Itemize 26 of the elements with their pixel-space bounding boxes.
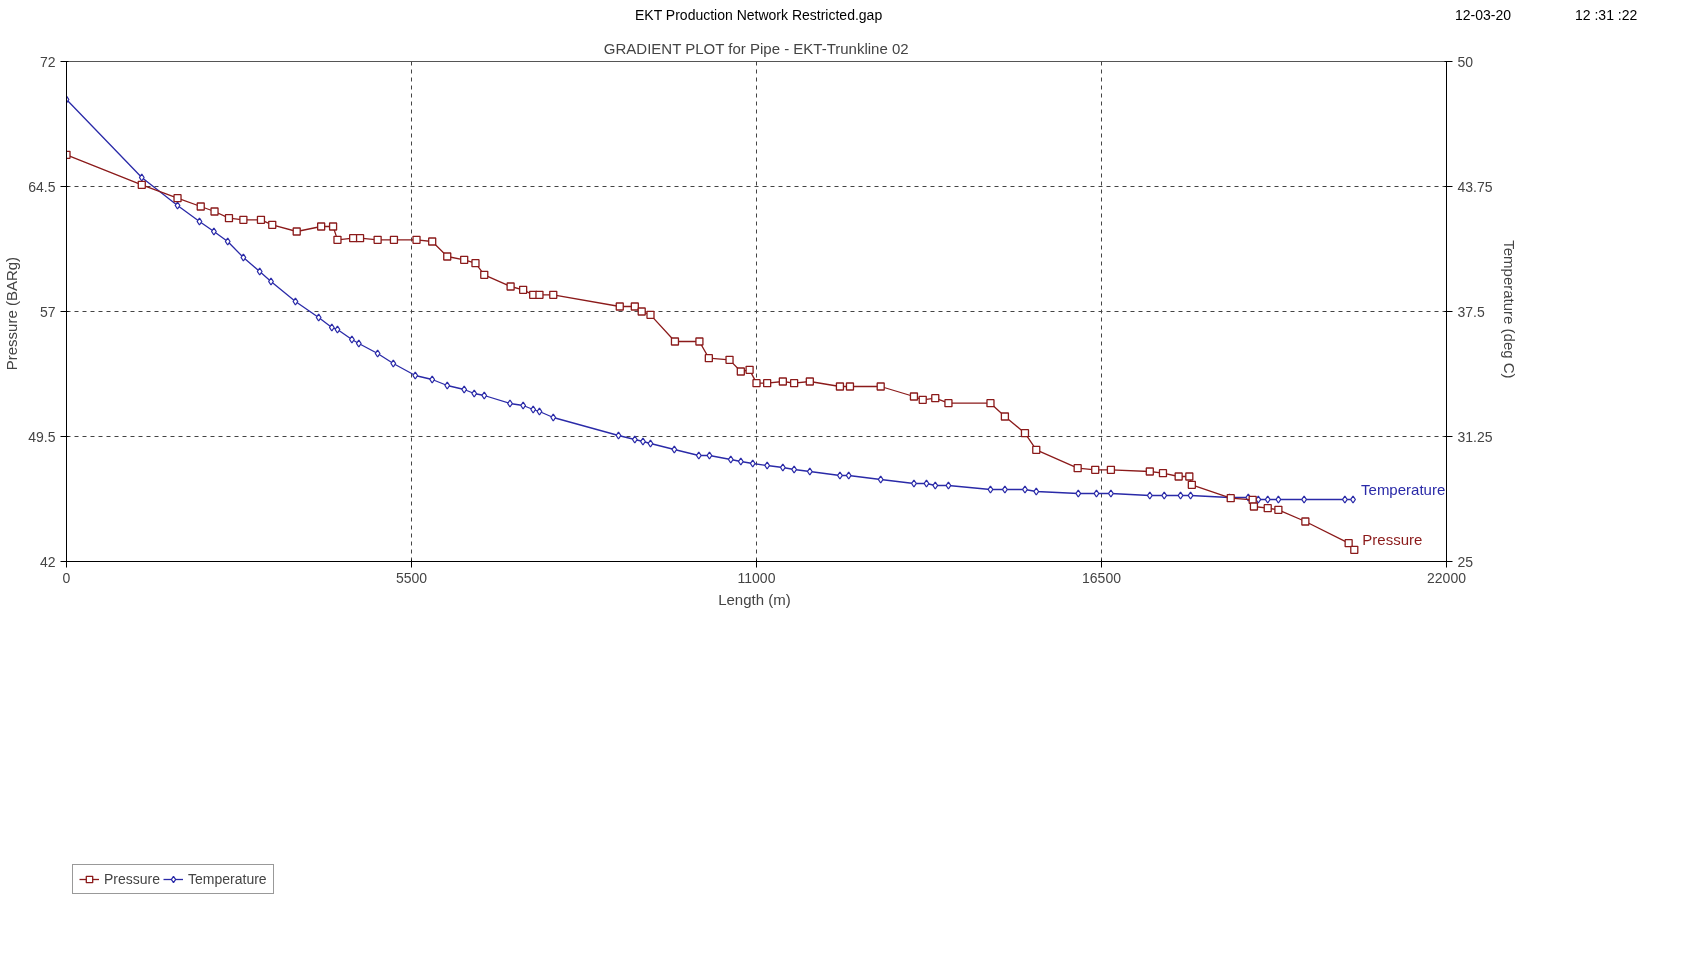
x-tick-label: 22000 <box>1427 569 1467 586</box>
x-axis-title: Length (m) <box>718 590 791 608</box>
y2-tick-label: 31.25 <box>1457 428 1493 445</box>
x-tick-label: 0 <box>62 569 71 586</box>
text: Temperature <box>1361 480 1446 498</box>
legend-label: Pressure <box>104 871 161 887</box>
y2-tick-label: 50 <box>1457 53 1474 70</box>
y2-tick-label: 37.5 <box>1457 303 1485 320</box>
x-tick-label: 5500 <box>395 569 428 586</box>
x-tick-label: 11000 <box>737 569 776 586</box>
chart-title: GRADIENT PLOT for Pipe - EKT-Trunkline 02 <box>603 39 909 57</box>
y-tick-label: 57 <box>39 303 56 320</box>
legend-label: Temperature <box>188 871 267 887</box>
y-tick-label: 72 <box>39 53 56 70</box>
y2-tick-label: 25 <box>1457 553 1474 570</box>
text: EKT Production Network Restricted.gap <box>635 6 883 25</box>
y-tick-label: 42 <box>39 553 56 570</box>
y-axis-title: Pressure (BARg) <box>3 256 21 371</box>
y2-axis-title: Temperature (deg C) <box>1500 240 1518 379</box>
y2-tick-label: 43.75 <box>1457 178 1493 195</box>
text: 12-03-20 <box>1455 6 1512 25</box>
text: Pressure <box>1362 530 1423 548</box>
y-tick-label: 64.5 <box>28 178 56 195</box>
y-tick-label: 49.5 <box>28 428 56 445</box>
text: 12 :31 :22 <box>1575 6 1638 25</box>
x-tick-label: 16500 <box>1082 569 1122 586</box>
